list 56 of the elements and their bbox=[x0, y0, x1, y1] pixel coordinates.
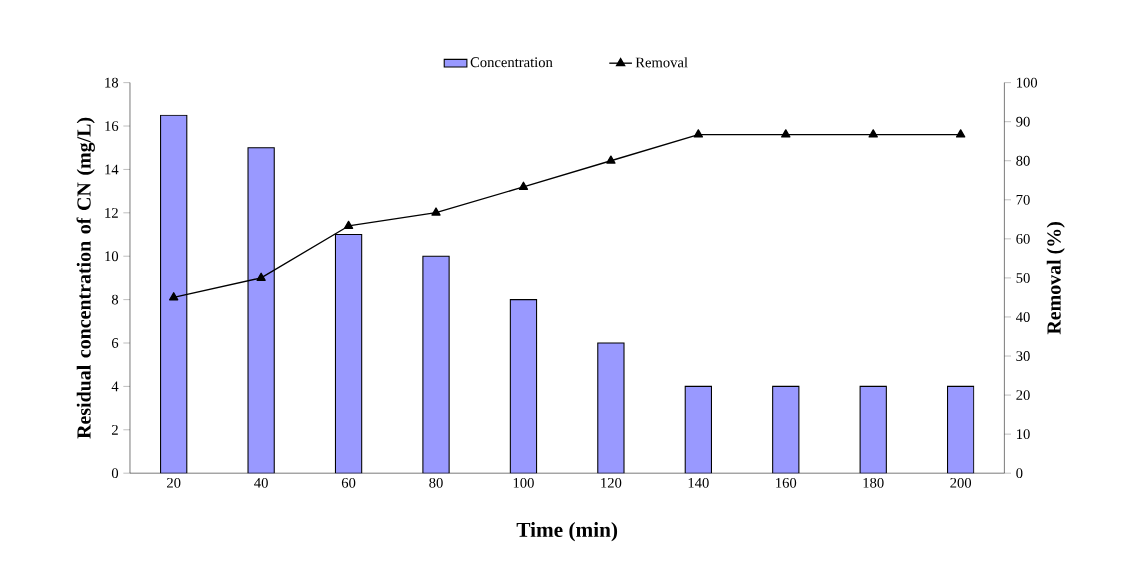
x-tick-label: 120 bbox=[601, 477, 622, 488]
bar bbox=[859, 385, 887, 474]
point bbox=[168, 292, 179, 301]
x-tick-label: 140 bbox=[688, 477, 709, 488]
point bbox=[693, 129, 704, 138]
point bbox=[431, 207, 441, 216]
x-tick-label: 20 bbox=[167, 477, 181, 488]
y-tick-label: 10 bbox=[105, 251, 119, 262]
legend-label: Removal bbox=[635, 57, 688, 68]
y-tick-label: 8 bbox=[111, 294, 119, 305]
point bbox=[868, 129, 878, 138]
bar bbox=[509, 299, 538, 474]
y2-tick-label: 100 bbox=[1017, 77, 1038, 88]
x-tick-label: 60 bbox=[341, 477, 356, 488]
legend-label: Concentration bbox=[470, 57, 553, 68]
y2-tick-label: 20 bbox=[1016, 390, 1030, 400]
x-tick-label: 100 bbox=[513, 477, 534, 488]
y2-tick-label: 10 bbox=[1017, 429, 1030, 439]
y2-tick-label: 70 bbox=[1016, 194, 1030, 205]
x-tick-label: 80 bbox=[429, 477, 443, 488]
bar bbox=[247, 147, 275, 474]
y2-tick-label: 60 bbox=[1016, 233, 1030, 244]
bar bbox=[684, 385, 712, 474]
y-tick-label: 14 bbox=[105, 164, 119, 175]
x-tick-label: 40 bbox=[254, 477, 268, 488]
point bbox=[343, 220, 354, 229]
y-tick-label: 6 bbox=[111, 338, 119, 348]
x-tick-label: 160 bbox=[776, 477, 797, 488]
y-tick-label: 12 bbox=[105, 207, 118, 218]
bar bbox=[597, 342, 625, 474]
y2-tick-label: 40 bbox=[1016, 311, 1030, 322]
x-tick-label: 180 bbox=[863, 477, 884, 488]
point bbox=[256, 272, 266, 281]
bar bbox=[772, 385, 800, 474]
bar bbox=[947, 385, 975, 474]
point bbox=[781, 129, 791, 138]
y2-axis-title: Removal (%) bbox=[1046, 222, 1065, 335]
y-tick-label: 4 bbox=[111, 381, 119, 392]
y2-tick-label: 80 bbox=[1016, 155, 1030, 166]
bar bbox=[334, 233, 363, 474]
x-axis-title: Time (min) bbox=[516, 522, 618, 542]
y2-tick-label: 50 bbox=[1016, 272, 1030, 283]
y-tick-label: 2 bbox=[111, 424, 118, 435]
point bbox=[518, 181, 529, 190]
y-axis-title: Residual concentration of CN (mg/L) bbox=[76, 117, 95, 439]
y2-tick-label: 0 bbox=[1016, 468, 1023, 479]
y-tick-label: 0 bbox=[111, 468, 119, 479]
y-tick-label: 16 bbox=[105, 121, 119, 131]
point bbox=[606, 155, 616, 164]
y2-tick-label: 90 bbox=[1016, 116, 1030, 127]
y2-tick-label: 30 bbox=[1016, 351, 1030, 361]
bar bbox=[160, 114, 188, 474]
y-tick-label: 18 bbox=[105, 77, 119, 88]
bar bbox=[422, 255, 450, 474]
point bbox=[955, 129, 966, 138]
x-tick-label: 200 bbox=[950, 477, 972, 488]
